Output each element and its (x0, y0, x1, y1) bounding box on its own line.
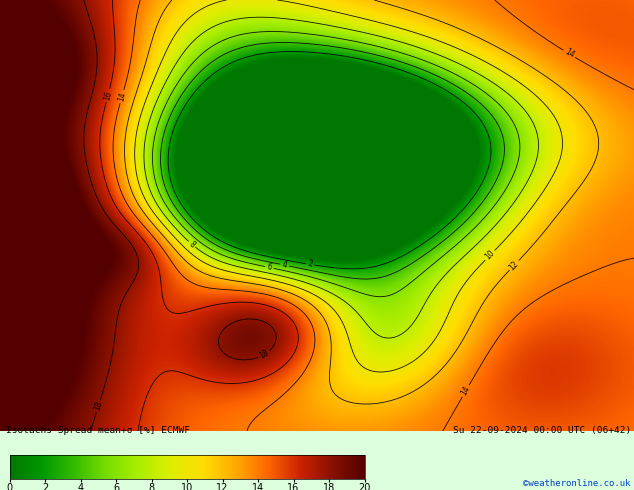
Text: 14: 14 (563, 48, 576, 60)
Text: 10: 10 (483, 249, 496, 262)
Text: Su 22-09-2024 00:00 UTC (06+42): Su 22-09-2024 00:00 UTC (06+42) (453, 426, 631, 435)
Text: ©weatheronline.co.uk: ©weatheronline.co.uk (523, 479, 631, 488)
Text: 18: 18 (258, 348, 271, 361)
Text: 6: 6 (266, 263, 273, 272)
Text: 2: 2 (307, 260, 313, 269)
Text: 16: 16 (102, 90, 113, 101)
Text: 4: 4 (281, 260, 288, 270)
Text: 14: 14 (460, 385, 472, 397)
Text: Isotachs Spread mean+σ [%] ECMWF: Isotachs Spread mean+σ [%] ECMWF (6, 426, 190, 435)
Text: 8: 8 (187, 239, 197, 249)
Text: 14: 14 (117, 91, 127, 102)
Text: 18: 18 (93, 400, 104, 412)
Text: 12: 12 (508, 259, 521, 272)
